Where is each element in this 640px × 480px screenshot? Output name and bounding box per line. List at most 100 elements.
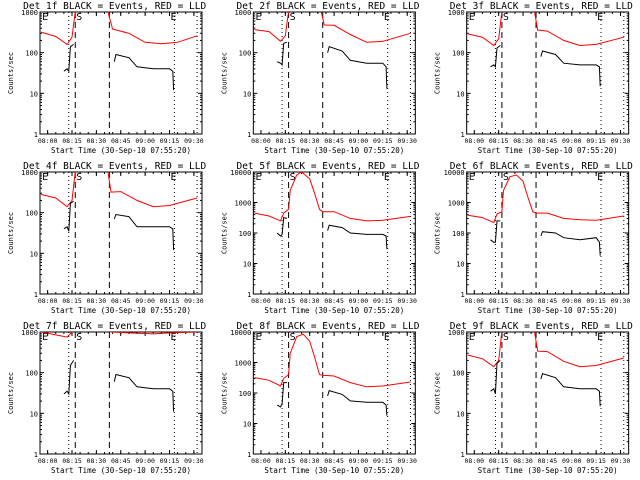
interval-label: E (469, 332, 475, 343)
panel-3: Det 3f BLACK = Events, RED = LLD 1 10 100 10… (434, 1, 633, 155)
interval-label: S (76, 332, 82, 343)
x-tick-label: 08:45 (324, 137, 344, 145)
lld-series-line (254, 12, 411, 43)
y-tick-label: 1 (460, 291, 464, 299)
x-tick-label: 08:45 (111, 457, 131, 465)
y-tick-label: 1000 (448, 200, 465, 208)
y-tick-label: 100 (239, 230, 252, 238)
interval-label: S (503, 172, 509, 183)
y-tick-label: 1 (460, 131, 464, 139)
x-tick-label: 08:45 (538, 457, 558, 465)
y-tick-label: 1 (247, 451, 251, 459)
x-tick-label: 08:15 (62, 137, 82, 145)
events-series-line (113, 213, 175, 251)
interval-label: E (469, 12, 475, 23)
x-tick-label: 09:15 (586, 297, 606, 305)
x-tick-label: 08:45 (111, 297, 131, 305)
interval-label: E (597, 12, 603, 23)
y-tick-label: 10 (243, 421, 251, 429)
x-tick-label: 09:15 (373, 457, 393, 465)
y-tick-label: 1000 (21, 169, 38, 177)
interval-label: S (503, 332, 509, 343)
y-tick-label: 1 (34, 131, 38, 139)
interval-label: E (597, 172, 603, 183)
interval-label: E (469, 172, 475, 183)
panel-8: Det 8f BLACK = Events, RED = LLD 1 10 100 10… (220, 321, 419, 475)
x-axis-label: Start Time (30-Sep-10 07:55:20) (51, 466, 191, 475)
lld-series-line (467, 12, 624, 47)
events-series-line (63, 43, 74, 73)
x-axis-label: Start Time (30-Sep-10 07:55:20) (264, 146, 404, 155)
interval-label: E (171, 332, 177, 343)
x-tick-label: 09:00 (135, 457, 155, 465)
interval-label: E (255, 12, 261, 23)
y-tick-label: 10 (30, 90, 38, 98)
interval-label: E (384, 12, 390, 23)
x-tick-label: 08:45 (538, 137, 558, 145)
panel-title: Det 3f BLACK = Events, RED = LLD (450, 1, 633, 12)
x-tick-label: 09:30 (611, 457, 631, 465)
x-tick-label: 09:15 (160, 137, 180, 145)
x-tick-label: 09:30 (184, 297, 204, 305)
interval-label: S (76, 172, 82, 183)
lld-series-line (41, 332, 198, 338)
events-series-line (327, 46, 388, 89)
x-tick-label: 09:15 (160, 457, 180, 465)
x-tick-label: 08:30 (87, 137, 107, 145)
x-tick-label: 08:00 (38, 137, 58, 145)
x-tick-label: 08:00 (465, 137, 485, 145)
panel-title: Det 4f BLACK = Events, RED = LLD (23, 161, 206, 172)
y-tick-label: 10 (243, 90, 251, 98)
panel-1: Det 1f BLACK = Events, RED = LLD 1 10 100 10… (7, 1, 206, 155)
events-series-line (490, 45, 501, 69)
y-axis-label: Counts/sec (7, 52, 15, 94)
panel-title: Det 2f BLACK = Events, RED = LLD (236, 1, 419, 12)
y-tick-label: 1000 (448, 9, 465, 17)
interval-label: E (384, 172, 390, 183)
x-tick-label: 08:00 (465, 297, 485, 305)
panel-5: Det 5f BLACK = Events, RED = LLD 1 10 100 10… (220, 161, 419, 315)
y-tick-label: 100 (25, 210, 38, 218)
y-tick-label: 100 (25, 50, 38, 58)
x-axis-label: Start Time (30-Sep-10 07:55:20) (264, 306, 404, 315)
x-axis-label: Start Time (30-Sep-10 07:55:20) (264, 466, 404, 475)
y-axis-label: Counts/sec (220, 372, 228, 414)
x-axis-label: Start Time (30-Sep-10 07:55:20) (478, 466, 618, 475)
plot-frame (466, 331, 630, 455)
events-series-line (490, 360, 501, 395)
lld-series-line (40, 172, 198, 208)
y-axis-label: Counts/sec (434, 212, 442, 254)
y-tick-label: 10 (456, 90, 464, 98)
interval-label: S (503, 12, 509, 23)
y-axis-label: Counts/sec (220, 52, 228, 94)
y-tick-label: 1000 (234, 9, 251, 17)
y-axis-label: Counts/sec (434, 372, 442, 414)
events-series-line (540, 372, 601, 407)
panel-9: Det 9f BLACK = Events, RED = LLD 1 10 100 10… (434, 321, 633, 475)
panel-title: Det 7f BLACK = Events, RED = LLD (23, 321, 206, 332)
interval-label: S (290, 12, 296, 23)
events-series-line (327, 224, 388, 249)
x-tick-label: 08:15 (276, 137, 296, 145)
x-axis-label: Start Time (30-Sep-10 07:55:20) (478, 146, 618, 155)
x-tick-label: 08:00 (38, 457, 58, 465)
plot-frame (252, 11, 416, 135)
panel-7: Det 7f BLACK = Events, RED = LLD 1 10 100 10… (7, 321, 206, 475)
events-series-line (113, 53, 175, 91)
lld-series-line (40, 12, 198, 46)
x-tick-label: 09:00 (349, 297, 369, 305)
x-tick-label: 08:30 (513, 457, 533, 465)
events-series-line (490, 220, 501, 243)
plot-frame (466, 11, 630, 135)
x-tick-label: 09:15 (160, 297, 180, 305)
x-tick-label: 09:30 (611, 297, 631, 305)
plot-frame (39, 171, 203, 295)
y-tick-label: 1000 (234, 200, 251, 208)
x-tick-label: 09:30 (184, 457, 204, 465)
panel-2: Det 2f BLACK = Events, RED = LLD 1 10 100 10… (220, 1, 419, 155)
events-series-line (276, 382, 287, 408)
x-tick-label: 08:15 (489, 137, 509, 145)
y-tick-label: 1000 (21, 9, 38, 17)
x-tick-label: 08:45 (324, 457, 344, 465)
